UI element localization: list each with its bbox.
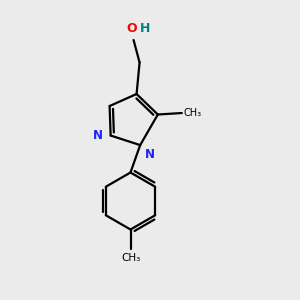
Text: CH₃: CH₃ [121, 253, 140, 262]
Text: N: N [145, 148, 155, 160]
Text: H: H [140, 22, 151, 34]
Text: CH₃: CH₃ [183, 108, 201, 118]
Text: O: O [127, 22, 137, 34]
Text: N: N [93, 129, 103, 142]
